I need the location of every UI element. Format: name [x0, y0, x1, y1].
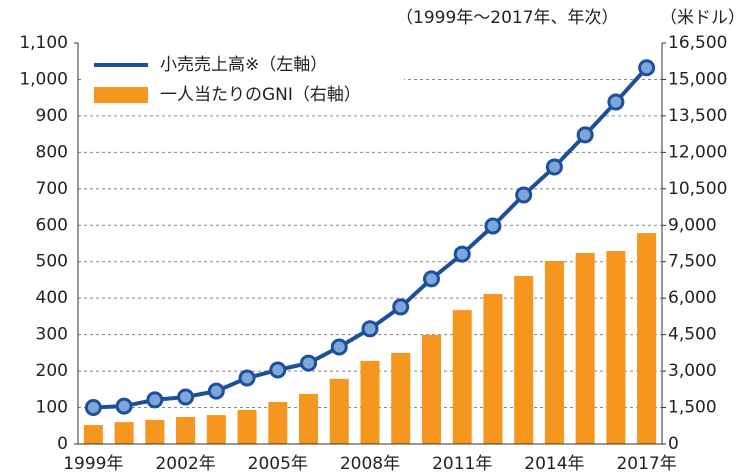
line-marker — [207, 382, 225, 400]
y2-tick-label: 0 — [668, 434, 679, 454]
y2-tick-label: 12,000 — [668, 142, 727, 162]
y-tick-label: 100 — [36, 398, 68, 418]
y-tick-label: 400 — [36, 288, 68, 308]
line-marker — [269, 361, 287, 379]
y2-tick-label: 1,500 — [668, 398, 717, 418]
bar — [483, 294, 503, 444]
line-marker — [238, 369, 256, 387]
line-marker — [361, 320, 379, 338]
bar — [176, 417, 196, 444]
bar — [606, 251, 626, 444]
x-tick-label: 2005年 — [248, 454, 308, 474]
legend-label: 一人当たりのGNI（右軸） — [160, 85, 361, 105]
line-marker — [392, 298, 410, 316]
y-tick-label: 1,000 — [19, 69, 68, 89]
y-tick-label: 900 — [36, 106, 68, 126]
x-tick-label: 2002年 — [155, 454, 215, 474]
y2-tick-label: 3,000 — [668, 361, 717, 381]
line-marker — [84, 399, 102, 417]
y2-tick-label: 6,000 — [668, 288, 717, 308]
line-marker — [453, 245, 471, 263]
line-marker — [300, 354, 318, 372]
bar — [268, 401, 288, 444]
y-tick-label: 200 — [36, 361, 68, 381]
y2-tick-label: 10,500 — [668, 179, 727, 199]
y-tick-label: 700 — [36, 179, 68, 199]
period-note: （1999年～2017年、年次） — [396, 8, 619, 28]
line-marker — [515, 186, 533, 204]
line-marker — [330, 338, 348, 356]
line-marker — [638, 59, 656, 77]
bar — [391, 352, 411, 444]
y-tick-label: 1,100 — [19, 33, 68, 53]
bar — [237, 409, 257, 444]
x-tick-label: 2011年 — [432, 454, 492, 474]
legend-label: 小売売上高※（左軸） — [160, 55, 327, 75]
y2-tick-label: 16,500 — [668, 33, 727, 53]
bar — [360, 360, 380, 444]
y-tick-label: 300 — [36, 325, 68, 345]
legend-swatch — [94, 87, 148, 103]
x-tick-label: 1999年 — [63, 454, 123, 474]
x-tick-label: 2014年 — [524, 454, 584, 474]
y2-tick-label: 15,000 — [668, 69, 727, 89]
x-tick-label: 2017年 — [616, 454, 676, 474]
bar — [544, 260, 564, 444]
line-marker — [545, 158, 563, 176]
bar — [514, 276, 534, 444]
bar — [114, 422, 134, 444]
bar — [421, 334, 442, 444]
line-marker — [576, 126, 594, 144]
line-marker — [484, 217, 502, 235]
bar — [206, 415, 226, 444]
line-marker — [177, 388, 195, 406]
bar — [298, 393, 319, 444]
legend-box — [84, 49, 404, 115]
x-tick-label: 2008年 — [340, 454, 400, 474]
bar — [83, 425, 103, 444]
line-marker — [146, 391, 164, 409]
y-tick-label: 0 — [57, 434, 68, 454]
line-marker — [607, 93, 625, 111]
y-tick-label: 500 — [36, 252, 68, 272]
line-marker — [115, 397, 133, 415]
y2-tick-label: 4,500 — [668, 325, 717, 345]
line-marker — [422, 270, 440, 288]
y2-tick-label: 9,000 — [668, 215, 717, 235]
bar — [329, 378, 349, 444]
bar — [575, 252, 595, 444]
y2-tick-label: 7,500 — [668, 252, 717, 272]
y-tick-label: 600 — [36, 215, 68, 235]
y2-tick-label: 13,500 — [668, 106, 727, 126]
unit-note: （米ドル） — [660, 8, 745, 28]
bar — [145, 419, 165, 444]
bar — [452, 310, 472, 444]
bar — [637, 233, 657, 444]
y-tick-label: 800 — [36, 142, 68, 162]
